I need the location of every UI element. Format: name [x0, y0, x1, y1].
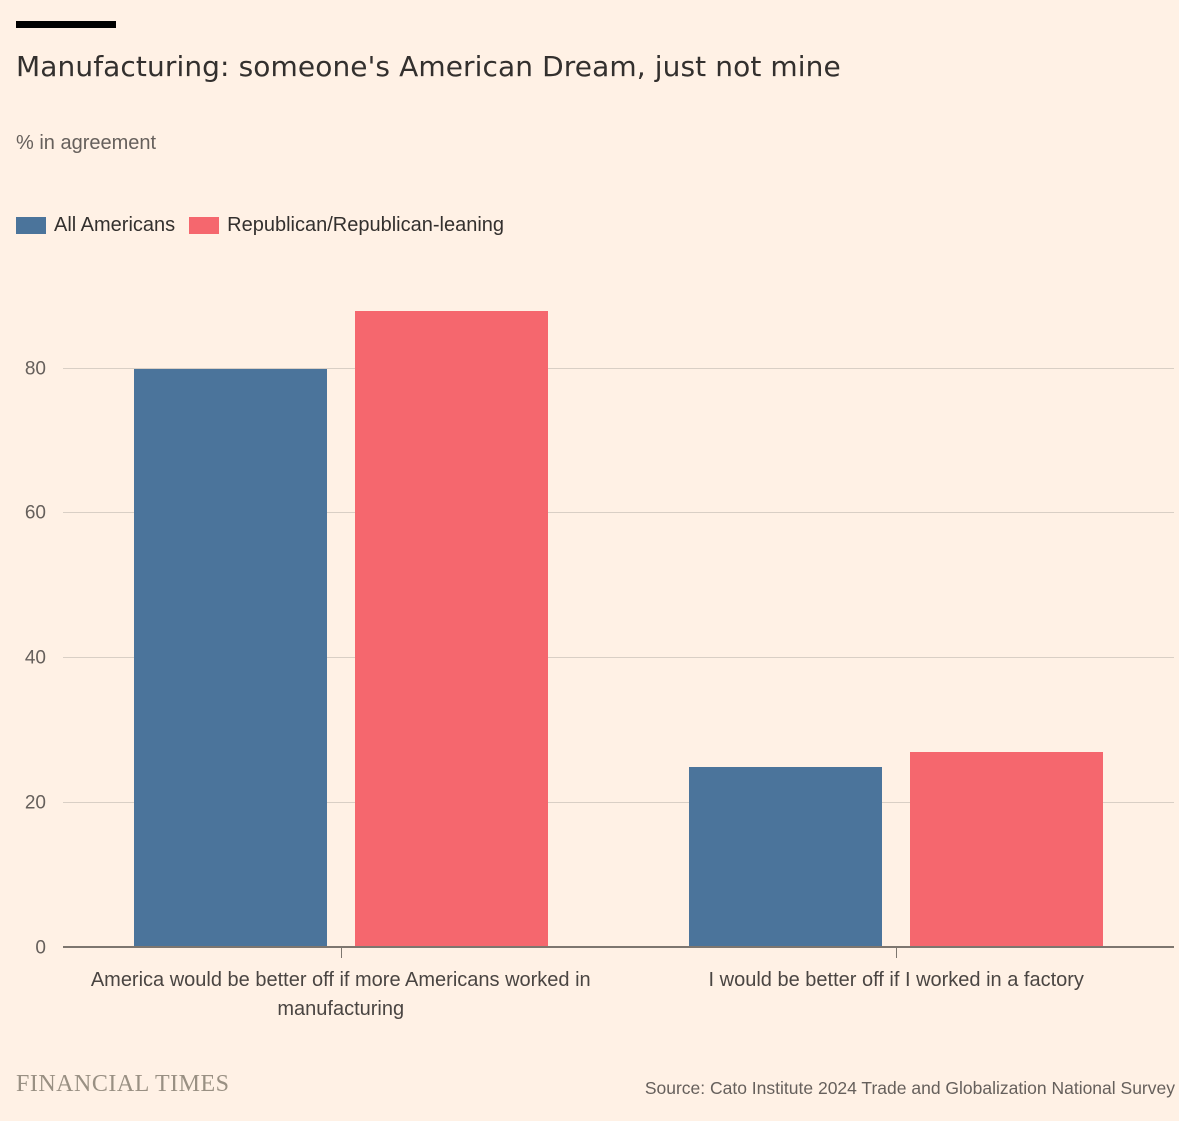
bar-all-americans-group-1 [133, 368, 327, 948]
gridline-60 [63, 512, 1174, 514]
y-tick-label-60: 60 [24, 502, 46, 524]
source-text: Source: Cato Institute 2024 Trade and Gl… [644, 1078, 1175, 1098]
ft-logo-text: FINANCIAL TIMES [16, 1071, 230, 1097]
gridline-80 [63, 367, 1174, 369]
bar-group-2 [619, 260, 1175, 958]
legend: All Americans Republican/Republican-lean… [16, 214, 504, 237]
legend-label-all-americans: All Americans [54, 214, 176, 236]
gridline-0 [63, 946, 1174, 948]
gridline-20 [63, 802, 1174, 804]
bar-republican-republican-leaning-group-2 [910, 752, 1104, 948]
legend-swatch-republican [189, 217, 220, 234]
x-axis-labels: America would be better off if more Amer… [63, 966, 1174, 1024]
plot-area: 0 20 40 60 80 [25, 260, 1175, 958]
x-tick-2 [896, 948, 898, 958]
y-tick-label-20: 20 [24, 792, 46, 814]
legend-item-all-americans: All Americans [16, 214, 175, 237]
bar-all-americans-group-2 [689, 766, 883, 948]
page-title: Manufacturing: someone's American Dream,… [16, 50, 841, 83]
category-label-2: I would be better off if I worked in a f… [708, 969, 1084, 991]
gridline-40 [63, 657, 1174, 659]
title-rule [16, 21, 116, 28]
bar-group-1 [63, 260, 619, 958]
y-tick-label-40: 40 [24, 647, 46, 669]
legend-item-republican: Republican/Republican-leaning [189, 214, 504, 237]
legend-label-republican: Republican/Republican-leaning [227, 214, 505, 236]
bar-republican-republican-leaning-group-1 [354, 310, 548, 948]
y-tick-label-0: 0 [35, 937, 46, 959]
y-axis-unit-label: % in agreement [16, 132, 157, 154]
legend-swatch-all-americans [16, 217, 46, 234]
y-tick-label-80: 80 [24, 358, 46, 380]
category-label-1: America would be better off if more Amer… [90, 969, 591, 1020]
x-tick-1 [340, 948, 342, 958]
